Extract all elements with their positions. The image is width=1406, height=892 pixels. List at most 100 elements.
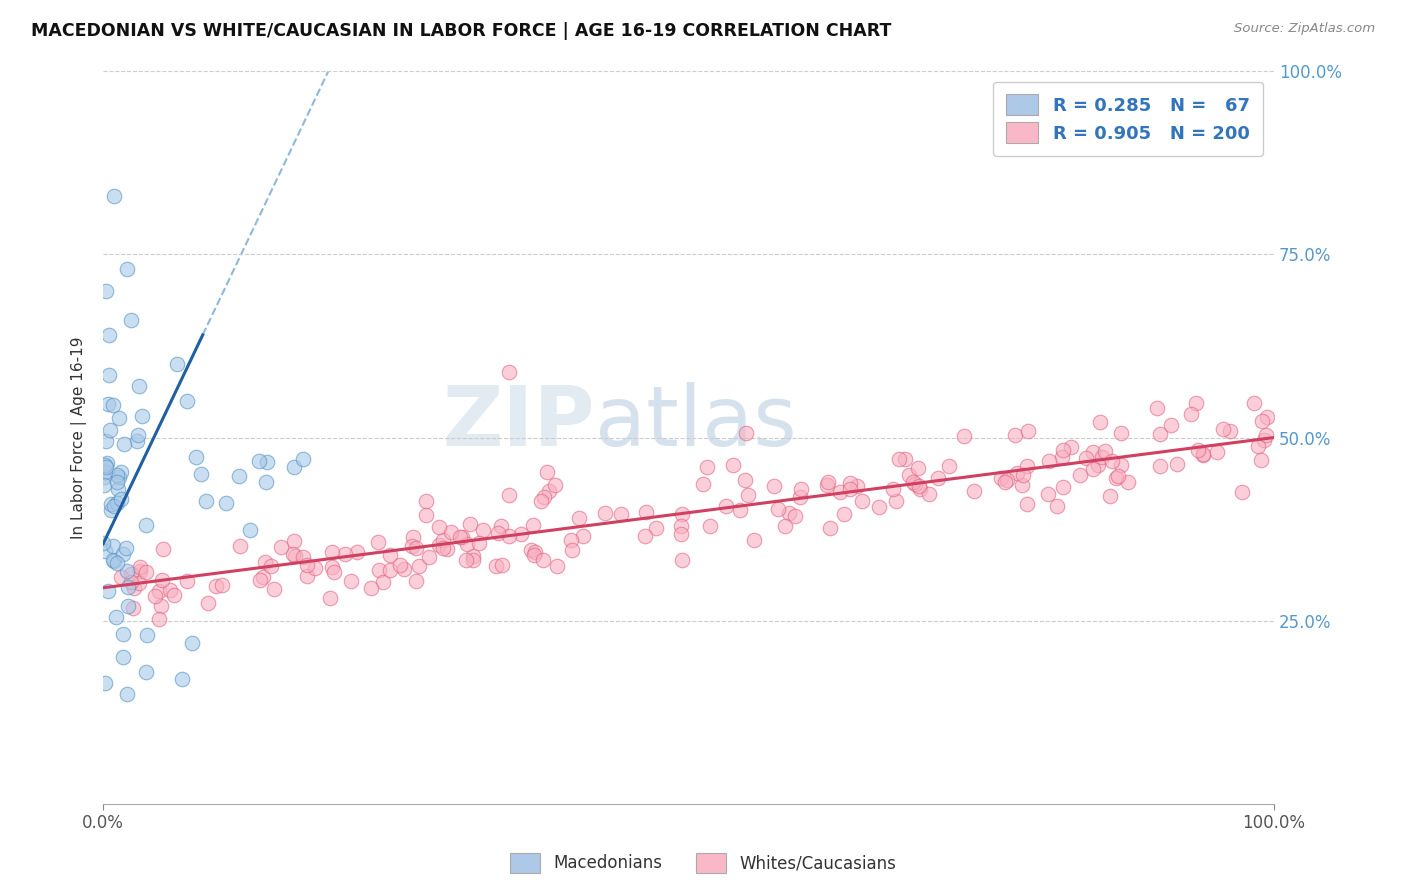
Point [103, 554, 125, 568]
Point [96, 284, 118, 298]
Point [149, 599, 172, 614]
Point [510, 527, 533, 541]
Point [1180, 407, 1202, 421]
Point [93, 544, 115, 558]
Point [136, 628, 159, 642]
Point [97, 583, 120, 598]
Point [176, 574, 198, 589]
Point [190, 467, 212, 482]
Point [737, 488, 759, 502]
Point [610, 507, 633, 521]
Point [546, 558, 568, 573]
Point [107, 482, 129, 496]
Point [304, 561, 326, 575]
Legend: Macedonians, Whites/Caucasians: Macedonians, Whites/Caucasians [503, 847, 903, 880]
Point [94, 459, 117, 474]
Point [319, 591, 342, 606]
Point [1232, 485, 1254, 500]
Point [105, 610, 128, 624]
Point [533, 490, 555, 504]
Point [97, 368, 120, 383]
Point [1105, 471, 1128, 485]
Text: atlas: atlas [595, 383, 797, 463]
Point [93, 477, 115, 491]
Point [938, 459, 960, 474]
Point [284, 549, 307, 563]
Point [995, 473, 1018, 487]
Point [211, 578, 233, 592]
Point [728, 503, 751, 517]
Point [108, 411, 131, 425]
Point [910, 483, 932, 497]
Point [91, 535, 114, 549]
Point [166, 357, 188, 371]
Point [111, 626, 134, 640]
Point [893, 452, 915, 467]
Point [405, 541, 427, 556]
Point [763, 479, 786, 493]
Point [110, 466, 132, 480]
Point [418, 550, 440, 565]
Point [671, 508, 693, 522]
Point [94, 676, 117, 690]
Point [401, 539, 423, 553]
Point [121, 567, 143, 582]
Point [1101, 454, 1123, 468]
Point [128, 576, 150, 591]
Point [491, 558, 513, 573]
Point [97, 397, 120, 411]
Point [103, 398, 125, 412]
Point [378, 548, 401, 562]
Point [150, 574, 173, 588]
Point [249, 454, 271, 468]
Point [1011, 478, 1033, 492]
Point [1243, 396, 1265, 410]
Point [1094, 443, 1116, 458]
Point [1088, 416, 1111, 430]
Point [1045, 500, 1067, 514]
Point [593, 506, 616, 520]
Point [952, 429, 974, 443]
Point [734, 473, 756, 487]
Point [1251, 414, 1274, 428]
Point [389, 558, 412, 572]
Point [560, 533, 582, 547]
Point [1060, 440, 1083, 454]
Point [820, 521, 842, 535]
Point [671, 553, 693, 567]
Point [768, 502, 790, 516]
Point [94, 458, 117, 473]
Point [228, 469, 250, 483]
Point [427, 519, 450, 533]
Point [696, 460, 718, 475]
Point [163, 587, 186, 601]
Point [120, 313, 142, 327]
Point [1005, 467, 1028, 481]
Point [110, 570, 132, 584]
Point [522, 518, 544, 533]
Point [117, 599, 139, 613]
Point [96, 456, 118, 470]
Point [135, 565, 157, 579]
Point [321, 559, 343, 574]
Point [283, 534, 305, 549]
Point [1187, 442, 1209, 457]
Point [152, 541, 174, 556]
Point [815, 477, 838, 491]
Point [111, 650, 134, 665]
Point [714, 499, 737, 513]
Point [561, 542, 583, 557]
Legend: R = 0.285   N =   67, R = 0.905   N = 200: R = 0.285 N = 67, R = 0.905 N = 200 [993, 81, 1263, 156]
Point [93, 470, 115, 484]
Text: MACEDONIAN VS WHITE/CAUCASIAN IN LABOR FORCE | AGE 16-19 CORRELATION CHART: MACEDONIAN VS WHITE/CAUCASIAN IN LABOR F… [31, 22, 891, 40]
Point [489, 519, 512, 533]
Point [159, 583, 181, 598]
Point [692, 477, 714, 491]
Point [117, 687, 139, 701]
Point [908, 479, 931, 493]
Point [846, 479, 869, 493]
Point [1052, 480, 1074, 494]
Point [1116, 475, 1139, 489]
Point [572, 529, 595, 543]
Point [124, 581, 146, 595]
